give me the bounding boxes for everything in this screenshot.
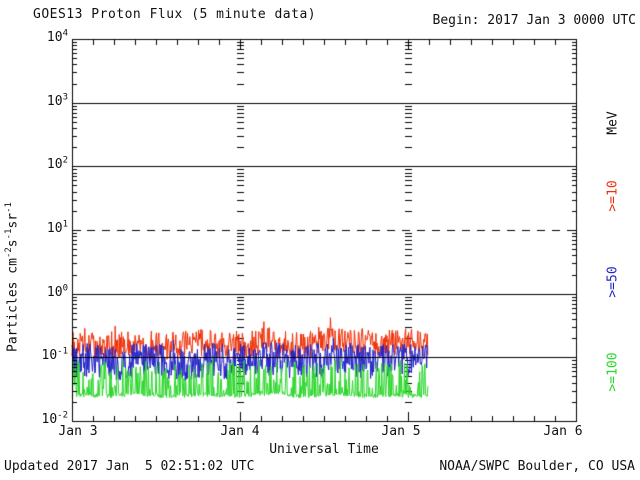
- chart-title: GOES13 Proton Flux (5 minute data): [33, 7, 317, 22]
- y-axis-label-exponent: -1: [4, 228, 15, 240]
- updated-timestamp: Updated 2017 Jan 5 02:51:02 UTC: [4, 459, 255, 474]
- x-tick-label-jan-5: Jan 5: [381, 424, 421, 439]
- y-axis-label-text: Particles cm: [5, 258, 21, 352]
- y-axis-label: Particles cm-2s-1sr-1: [4, 202, 21, 352]
- y-tick-label-1e0: 100: [46, 283, 68, 300]
- x-tick-label-jan-6: Jan 6: [543, 424, 583, 439]
- legend-item-ge50: >=50: [605, 266, 621, 298]
- y-tick-label-1e-1: 10-1: [41, 346, 69, 363]
- legend-unit-label: MeV: [605, 111, 621, 135]
- y-axis-label-text: s: [5, 239, 21, 248]
- x-axis-label: Universal Time: [269, 442, 379, 457]
- y-axis-label-exponent: -2: [4, 247, 15, 259]
- y-tick-label-1e4: 104: [46, 28, 68, 45]
- legend-item-ge10: >=10: [605, 180, 621, 212]
- y-axis-label-text: sr: [5, 212, 21, 229]
- y-tick-label-1e-2: 10-2: [41, 410, 69, 427]
- y-tick-label-1e2: 102: [46, 155, 68, 172]
- x-tick-label-jan-4: Jan 4: [220, 424, 260, 439]
- x-tick-label-jan-3: Jan 3: [58, 424, 98, 439]
- y-axis-label-exponent: -1: [4, 202, 15, 213]
- credit-text: NOAA/SWPC Boulder, CO USA: [439, 459, 635, 474]
- y-tick-label-1e3: 103: [46, 92, 68, 109]
- y-tick-label-1e1: 101: [46, 219, 68, 236]
- begin-time-annotation: Begin: 2017 Jan 3 0000 UTC: [432, 13, 637, 28]
- legend-item-ge100: >=100: [605, 352, 621, 392]
